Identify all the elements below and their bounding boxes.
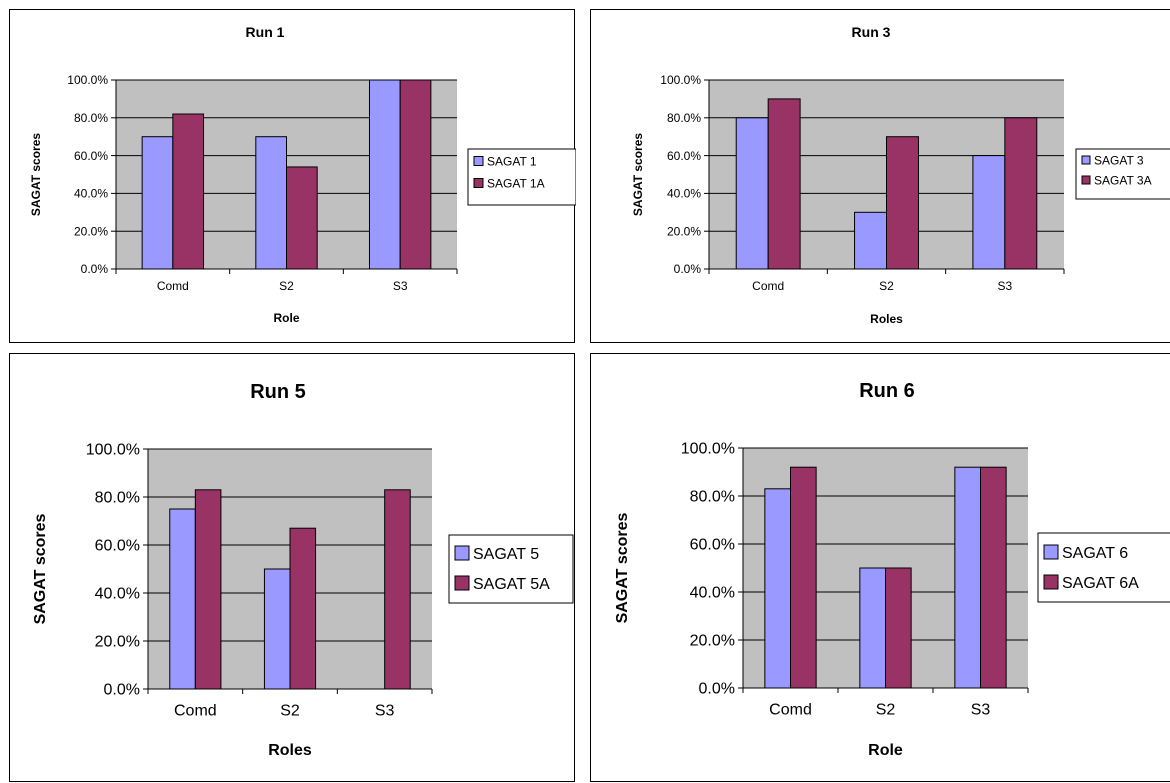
legend-label: SAGAT 3 <box>1094 153 1144 167</box>
x-category-label: Comd <box>752 279 784 293</box>
bar-sagat-6a-comd <box>790 466 817 689</box>
bar-sagat-1-s2 <box>255 136 287 270</box>
y-tick-label: 80.0% <box>667 111 701 125</box>
legend-swatch <box>1081 175 1091 185</box>
bar-sagat-6a-s2 <box>885 567 912 689</box>
legend-box <box>1037 532 1170 603</box>
legend-swatch <box>473 156 484 166</box>
y-tick-label: 0.0% <box>699 681 735 698</box>
bar-sagat-3a-comd <box>767 98 801 270</box>
x-category-label: S2 <box>879 279 894 293</box>
legend-label: SAGAT 6A <box>1062 575 1139 592</box>
x-category-label: S2 <box>280 703 300 720</box>
legend-label: SAGAT 5A <box>473 576 550 593</box>
y-axis-title: SAGAT scores <box>631 133 645 216</box>
legend-label: SAGAT 1 <box>487 154 537 168</box>
legend-swatch <box>1043 574 1059 590</box>
y-axis-title: SAGAT scores <box>614 512 631 623</box>
chart-title: Run 1 <box>246 24 285 40</box>
legend-swatch <box>1043 544 1059 560</box>
x-axis-title: Role <box>273 311 299 325</box>
bar-sagat-1-comd <box>141 136 174 270</box>
y-tick-label: 60.0% <box>667 149 701 163</box>
chart-panel-run-5: 0.0% 20.0% 40.0% 60.0% 80.0% 100.0% Comd S2 S3 Ru… <box>9 353 575 782</box>
chart-title: Run 6 <box>859 380 915 402</box>
y-tick-label: 40.0% <box>95 586 140 603</box>
legend-label: SAGAT 3A <box>1094 173 1152 187</box>
x-category-label: Comd <box>157 279 189 293</box>
bar-sagat-1a-comd <box>172 113 205 270</box>
y-tick-label: 20.0% <box>74 224 108 238</box>
chart-run-3-svg: 0.0% 20.0% 40.0% 60.0% 80.0% 100.0% Comd S2 S3 Ru… <box>631 24 1170 326</box>
legend-box <box>467 148 576 206</box>
chart-panel-run-6: 0.0% 20.0% 40.0% 60.0% 80.0% 100.0% Comd S2 S3 Ru… <box>590 353 1170 782</box>
x-category-label: S3 <box>997 279 1012 293</box>
chart-panel-run-1: 0.0% 20.0% 40.0% 60.0% 80.0% 100.0% Comd S2 S3 Ru… <box>9 9 576 343</box>
legend-box <box>1075 148 1170 200</box>
bar-sagat-3-comd <box>735 117 769 270</box>
legend-label: SAGAT 6 <box>1062 545 1128 562</box>
x-category-label: S3 <box>393 279 408 293</box>
y-axis-title: SAGAT scores <box>29 133 43 216</box>
y-tick-label: 100.0% <box>660 73 701 87</box>
chart-title: Run 5 <box>250 381 306 403</box>
y-axis-title: SAGAT scores <box>32 513 49 624</box>
bar-sagat-5-comd <box>169 508 196 690</box>
x-axis-title: Roles <box>870 312 903 326</box>
bar-sagat-5a-s3 <box>384 489 411 690</box>
y-tick-label: 40.0% <box>690 585 735 602</box>
y-tick-label: 0.0% <box>104 682 140 699</box>
bar-sagat-6-s3 <box>954 466 982 689</box>
bar-sagat-1a-s2 <box>286 166 318 270</box>
y-tick-label: 40.0% <box>74 187 108 201</box>
chart-run-5-svg: 0.0% 20.0% 40.0% 60.0% 80.0% 100.0% Comd S2 S3 Ru… <box>32 381 574 759</box>
bar-sagat-5a-s2 <box>289 527 317 690</box>
bar-sagat-3-s3 <box>972 155 1006 270</box>
bar-sagat-6-comd <box>764 488 792 689</box>
x-category-label: S3 <box>971 702 991 719</box>
chart-panel-run-3: 0.0% 20.0% 40.0% 60.0% 80.0% 100.0% Comd S2 S3 Ru… <box>590 9 1170 343</box>
bar-sagat-5a-comd <box>194 489 222 690</box>
y-tick-label: 40.0% <box>667 187 701 201</box>
chart-run-6-svg: 0.0% 20.0% 40.0% 60.0% 80.0% 100.0% Comd S2 S3 Ru… <box>614 380 1170 759</box>
bar-sagat-6-s2 <box>859 567 887 689</box>
x-category-label: Comd <box>769 702 812 719</box>
chart-title: Run 3 <box>852 24 891 40</box>
y-tick-label: 0.0% <box>81 262 109 276</box>
x-category-label: S2 <box>876 702 896 719</box>
bar-sagat-6a-s3 <box>980 466 1007 689</box>
legend-swatch <box>1081 155 1091 165</box>
x-category-label: S3 <box>375 703 395 720</box>
bar-sagat-3a-s2 <box>886 136 919 270</box>
y-tick-label: 60.0% <box>95 538 140 555</box>
y-tick-label: 60.0% <box>690 537 735 554</box>
y-tick-label: 80.0% <box>74 111 108 125</box>
legend-swatch <box>454 575 470 591</box>
y-tick-label: 100.0% <box>86 442 140 459</box>
legend-label: SAGAT 5 <box>473 546 539 563</box>
y-tick-label: 20.0% <box>690 633 735 650</box>
y-tick-label: 20.0% <box>667 224 701 238</box>
bar-sagat-3-s2 <box>854 211 887 270</box>
y-tick-label: 20.0% <box>95 634 140 651</box>
y-tick-label: 0.0% <box>674 262 702 276</box>
bar-sagat-1a-s3 <box>399 79 432 270</box>
legend-swatch <box>454 545 470 561</box>
bar-sagat-5-s2 <box>263 568 291 690</box>
legend-box <box>448 534 574 604</box>
y-tick-label: 60.0% <box>74 149 108 163</box>
legend-swatch <box>473 178 484 188</box>
chart-run-1-svg: 0.0% 20.0% 40.0% 60.0% 80.0% 100.0% Comd S2 S3 Ru… <box>29 24 576 325</box>
bar-sagat-3a-s3 <box>1004 117 1038 270</box>
legend-label: SAGAT 1A <box>487 176 545 190</box>
x-axis-title: Roles <box>268 742 312 759</box>
x-axis-title: Role <box>868 742 903 759</box>
bar-sagat-1-s3 <box>368 79 401 270</box>
y-tick-label: 100.0% <box>681 441 735 458</box>
y-tick-label: 80.0% <box>95 490 140 507</box>
y-tick-label: 80.0% <box>690 489 735 506</box>
x-category-label: S2 <box>279 279 294 293</box>
x-category-label: Comd <box>174 703 217 720</box>
y-tick-label: 100.0% <box>67 73 108 87</box>
